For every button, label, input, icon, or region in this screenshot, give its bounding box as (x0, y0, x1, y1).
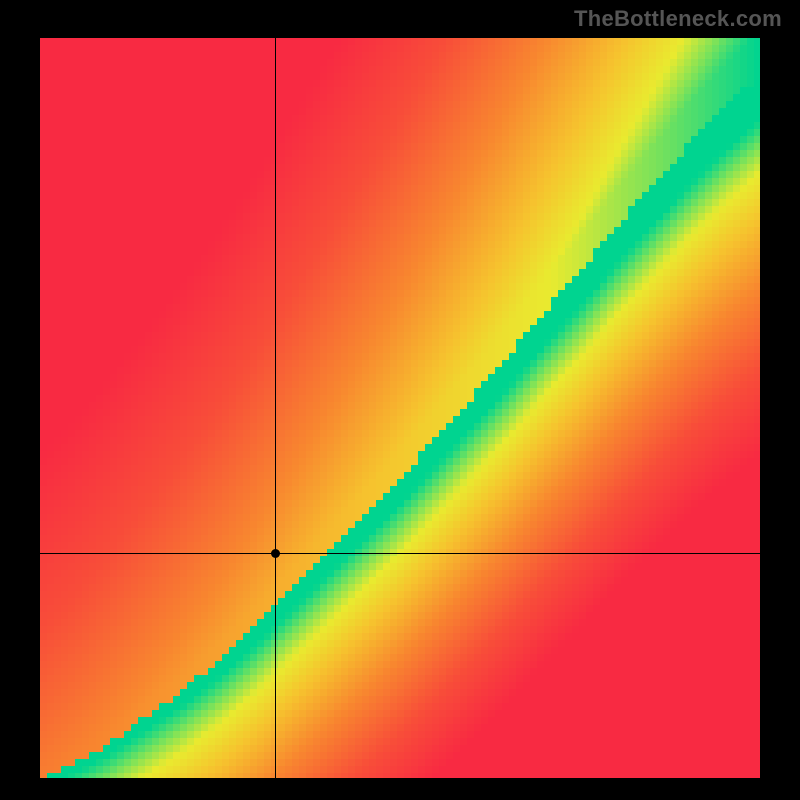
crosshair-marker (271, 549, 280, 558)
heatmap-plot (40, 38, 760, 778)
chart-container: TheBottleneck.com (0, 0, 800, 800)
crosshair-vertical-line (275, 38, 276, 778)
watermark-text: TheBottleneck.com (574, 6, 782, 32)
crosshair-horizontal-line (40, 553, 760, 554)
heatmap-canvas (40, 38, 760, 778)
